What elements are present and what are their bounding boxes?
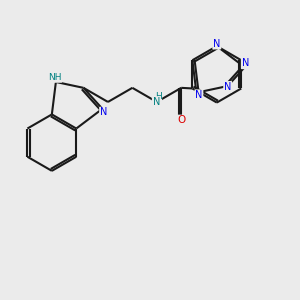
Text: N: N xyxy=(153,97,160,107)
Text: N: N xyxy=(242,58,249,68)
Text: N: N xyxy=(195,90,203,100)
Text: N: N xyxy=(213,39,220,49)
Text: NH: NH xyxy=(48,73,61,82)
Text: O: O xyxy=(177,116,185,125)
Text: N: N xyxy=(100,107,107,118)
Text: H: H xyxy=(155,92,161,101)
Text: N: N xyxy=(224,82,231,92)
